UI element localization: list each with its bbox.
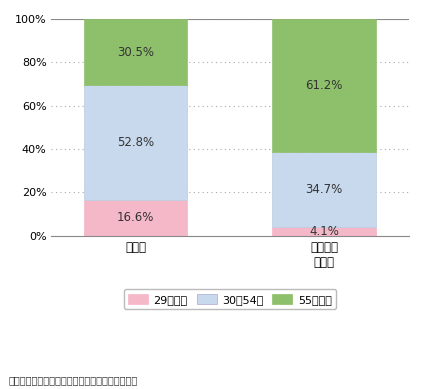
- Bar: [272, 227, 376, 236]
- Bar: [84, 200, 187, 236]
- Legend: 29歳以下, 30～54歳, 55歳以上: 29歳以下, 30～54歳, 55歳以上: [123, 289, 336, 309]
- Text: 4.1%: 4.1%: [309, 225, 339, 238]
- Text: 52.8%: 52.8%: [117, 136, 154, 149]
- Text: 30.5%: 30.5%: [117, 46, 154, 59]
- Bar: [272, 152, 376, 227]
- Text: 資料）総務省「労働力調査」より国土交通省作成: 資料）総務省「労働力調査」より国土交通省作成: [8, 375, 138, 385]
- Text: 61.2%: 61.2%: [305, 79, 343, 92]
- Text: 34.7%: 34.7%: [306, 183, 343, 196]
- Bar: [84, 85, 187, 200]
- Bar: [84, 19, 187, 85]
- Bar: [272, 19, 376, 152]
- Text: 16.6%: 16.6%: [117, 211, 154, 224]
